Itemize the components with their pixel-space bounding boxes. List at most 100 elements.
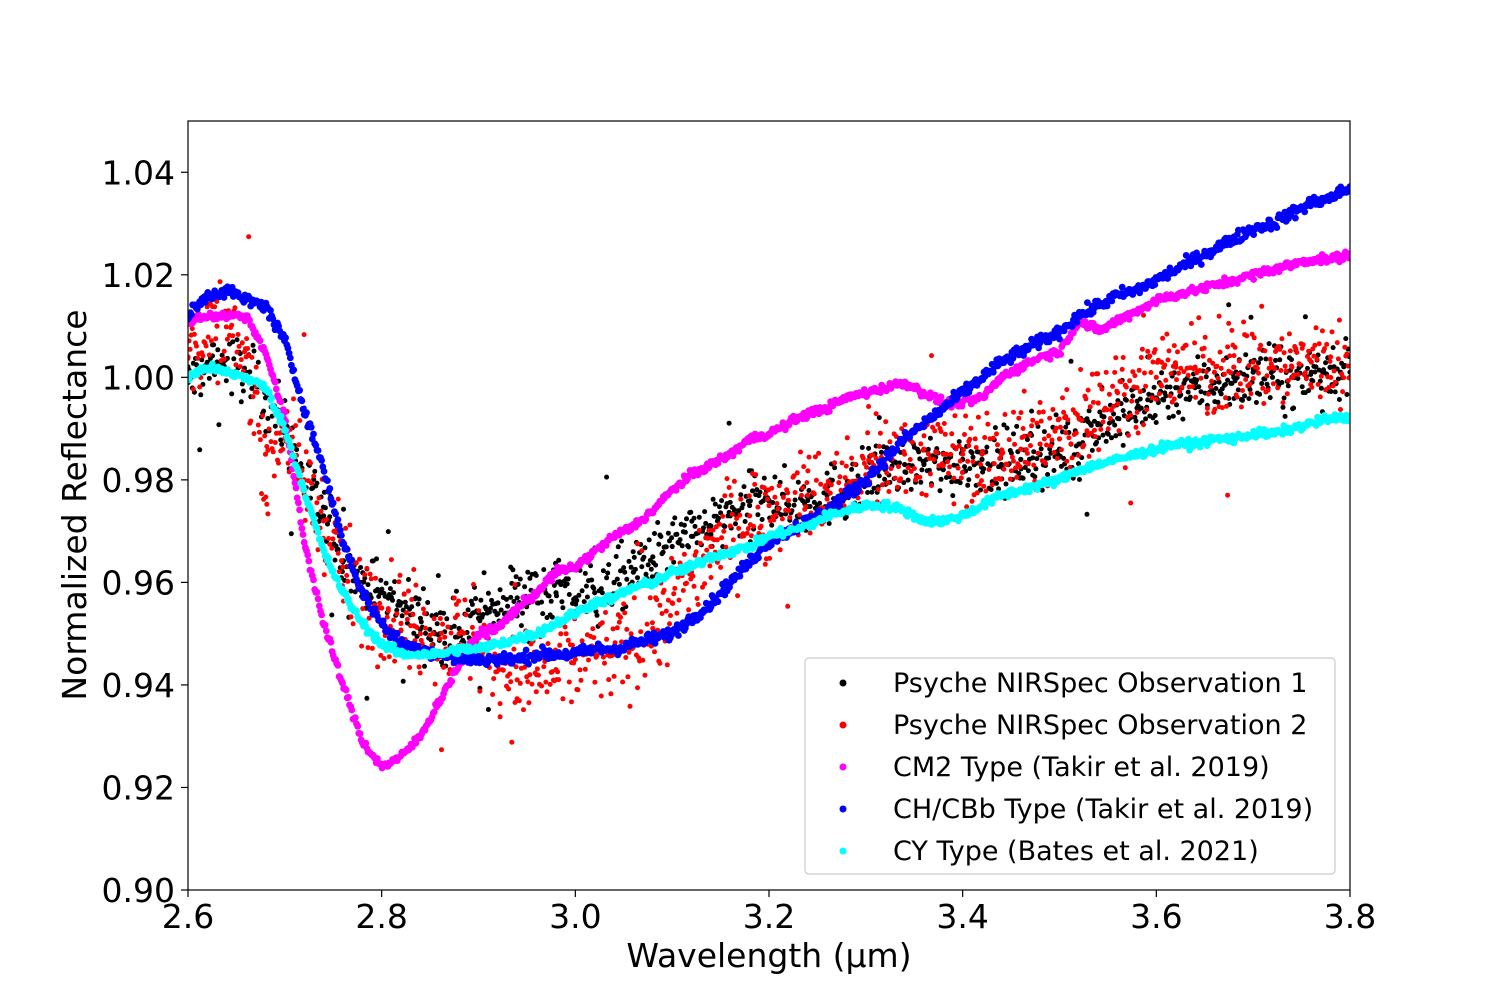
data-point	[744, 530, 750, 536]
data-point	[737, 512, 743, 518]
data-point	[1195, 354, 1201, 360]
data-point	[1090, 399, 1096, 405]
data-point	[702, 581, 708, 587]
data-point	[669, 555, 675, 561]
data-point	[1036, 409, 1042, 415]
data-point	[849, 455, 855, 461]
data-point	[1258, 356, 1264, 362]
data-point	[314, 500, 320, 506]
data-point	[751, 523, 757, 529]
data-point	[645, 562, 651, 568]
data-point	[823, 483, 829, 489]
data-point	[268, 439, 274, 445]
data-point	[1306, 348, 1312, 354]
data-point	[221, 356, 227, 362]
data-point	[498, 607, 504, 613]
data-point	[231, 356, 237, 362]
data-point	[358, 565, 364, 570]
data-point	[1001, 422, 1007, 428]
data-point	[303, 409, 310, 416]
data-point	[1210, 360, 1216, 366]
data-point	[453, 588, 459, 594]
data-point	[1033, 466, 1039, 472]
data-point	[1086, 453, 1092, 459]
data-point	[1328, 354, 1334, 360]
data-point	[291, 479, 299, 487]
data-point	[314, 529, 322, 536]
data-point	[621, 565, 627, 571]
data-point	[1191, 366, 1196, 372]
data-point	[878, 449, 884, 455]
data-point	[652, 649, 657, 655]
data-point	[1170, 413, 1176, 419]
data-point	[1196, 315, 1202, 321]
data-point	[801, 464, 807, 470]
data-point	[558, 631, 564, 637]
data-point	[805, 492, 811, 498]
data-point	[402, 599, 408, 605]
data-point	[1246, 396, 1252, 402]
data-point	[368, 576, 374, 582]
data-point	[1126, 432, 1131, 438]
data-point	[921, 461, 927, 466]
data-point	[1024, 437, 1030, 443]
data-point	[755, 512, 761, 518]
data-point	[390, 641, 398, 649]
data-point	[423, 630, 428, 636]
data-point	[1284, 391, 1290, 397]
data-point	[1113, 355, 1119, 361]
data-point	[1150, 359, 1156, 365]
data-point	[1346, 375, 1350, 381]
data-point	[902, 461, 908, 468]
data-point	[1190, 384, 1195, 390]
data-point	[592, 679, 598, 685]
data-point	[591, 585, 597, 591]
data-point	[1060, 395, 1065, 401]
data-point	[727, 523, 733, 529]
data-point	[322, 627, 330, 635]
data-point	[1236, 358, 1242, 364]
data-point	[859, 445, 865, 450]
data-point	[733, 521, 738, 527]
data-point	[575, 687, 581, 693]
data-point	[430, 708, 438, 716]
data-point	[197, 447, 203, 453]
data-point	[694, 596, 700, 601]
data-point	[246, 234, 252, 240]
data-point	[1045, 338, 1053, 346]
data-point	[565, 576, 571, 582]
data-point	[798, 449, 803, 455]
data-point	[950, 493, 956, 499]
data-point	[513, 664, 519, 670]
data-point	[444, 616, 450, 622]
data-point	[1234, 394, 1240, 400]
data-point	[828, 482, 834, 488]
data-point	[701, 525, 706, 531]
data-point	[1346, 183, 1350, 190]
data-point	[1024, 450, 1030, 456]
data-point	[1016, 470, 1022, 476]
data-point	[667, 621, 672, 627]
data-point	[483, 606, 489, 612]
data-point	[1265, 387, 1271, 393]
data-point	[1004, 462, 1010, 468]
data-point	[1068, 358, 1074, 364]
data-point	[657, 602, 663, 608]
data-point	[322, 505, 328, 511]
data-point	[1018, 446, 1024, 452]
data-point	[518, 623, 524, 629]
data-point	[602, 542, 610, 549]
data-point	[282, 334, 289, 342]
data-point	[697, 540, 703, 546]
data-point	[956, 443, 962, 449]
data-point	[966, 477, 972, 483]
data-point	[985, 421, 991, 427]
data-point	[1340, 389, 1346, 395]
data-point	[1030, 455, 1036, 461]
data-point	[640, 657, 646, 663]
data-point	[816, 450, 822, 456]
data-point	[286, 354, 294, 362]
data-point	[1025, 461, 1031, 467]
data-point	[1022, 465, 1028, 470]
data-point	[365, 599, 373, 606]
